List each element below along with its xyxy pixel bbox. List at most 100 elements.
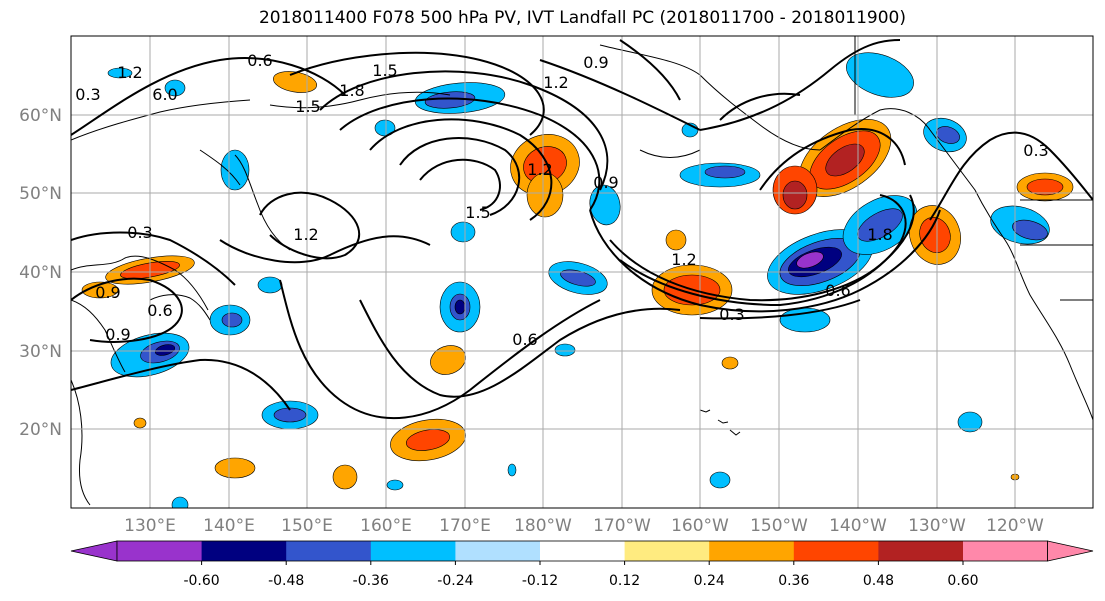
colorbar-segment bbox=[793, 541, 879, 561]
contour-label: 0.6 bbox=[147, 301, 172, 320]
gridlines bbox=[71, 36, 1093, 508]
contour-label: 0.3 bbox=[719, 305, 744, 324]
contour-label: 1.5 bbox=[295, 97, 320, 116]
contour-label: 1.8 bbox=[339, 81, 364, 100]
anomaly-patch bbox=[171, 496, 189, 508]
colorbar-segment bbox=[201, 541, 287, 561]
colorbar: -0.60 -0.48 -0.36 -0.24 -0.12 0.12 0.24 0.36 0.4… bbox=[70, 540, 1094, 589]
contour-label: 0.9 bbox=[105, 325, 130, 344]
contour-label: 0.6 bbox=[825, 281, 850, 300]
anomaly-patch bbox=[220, 149, 250, 191]
lat-label: 50°N bbox=[19, 184, 62, 204]
contour-label: 1.8 bbox=[867, 225, 892, 244]
longitude-labels: 130°E 140°E 150°E 160°E 170°E 180°W 170°W 160°W… bbox=[124, 516, 1044, 536]
anomaly-patch bbox=[332, 464, 358, 490]
colorbar-segment bbox=[709, 541, 795, 561]
colorbar-tick-label: 0.12 bbox=[609, 573, 640, 589]
anomaly-patch bbox=[430, 345, 466, 375]
anomaly-patch bbox=[507, 463, 517, 477]
contour-label: 0.9 bbox=[583, 53, 608, 72]
anomaly-patch bbox=[450, 221, 476, 243]
anomaly-patch bbox=[1026, 178, 1064, 196]
anomaly-patch bbox=[526, 172, 564, 218]
lon-label: 130°W bbox=[908, 516, 966, 536]
colorbar-segment bbox=[286, 541, 372, 561]
lon-label: 180°W bbox=[514, 516, 572, 536]
colorbar-segment bbox=[878, 541, 964, 561]
anomaly-patch bbox=[221, 312, 243, 328]
anomaly-patch bbox=[721, 356, 739, 370]
anomaly-patch bbox=[405, 429, 451, 451]
contour-label: 1.2 bbox=[671, 250, 696, 269]
anomaly-patch bbox=[704, 165, 746, 179]
anomaly-patch bbox=[454, 299, 466, 315]
colorbar-segment bbox=[963, 541, 1049, 561]
contour-label: 1.2 bbox=[527, 160, 552, 179]
contour-label: 1.2 bbox=[293, 225, 318, 244]
contour-label: 0.6 bbox=[247, 51, 272, 70]
map-frame bbox=[70, 35, 1094, 509]
latitude-labels: 60°N 50°N 40°N 30°N 20°N bbox=[19, 106, 62, 440]
lon-label: 170°E bbox=[439, 516, 491, 536]
contour-label: 1.5 bbox=[372, 61, 397, 80]
lon-label: 170°W bbox=[593, 516, 651, 536]
colorbar-segment bbox=[117, 541, 203, 561]
colorbar-extend-min bbox=[70, 540, 118, 562]
lon-label: 120°W bbox=[986, 516, 1044, 536]
anomaly-patch bbox=[554, 343, 576, 357]
colorbar-tick-label: -0.12 bbox=[522, 573, 558, 589]
anomaly-patch bbox=[796, 251, 824, 269]
colorbar-tick-label: 0.60 bbox=[947, 573, 978, 589]
colorbar-segment bbox=[370, 541, 456, 561]
anomaly-patch bbox=[709, 471, 731, 489]
contour-label: 1.2 bbox=[543, 73, 568, 92]
colorbar-outline bbox=[116, 540, 1048, 562]
colorbar-tick-label: 0.24 bbox=[694, 573, 725, 589]
colorbar-extend-max bbox=[1047, 540, 1094, 562]
colorbar-tick-label: 0.36 bbox=[778, 573, 809, 589]
anomaly-patch bbox=[257, 276, 283, 294]
anomaly-patch bbox=[273, 407, 307, 423]
lon-label: 140°W bbox=[829, 516, 887, 536]
lon-label: 130°E bbox=[124, 516, 176, 536]
anomaly-patch bbox=[782, 180, 808, 210]
anomaly-patch bbox=[81, 281, 119, 299]
colorbar-tick-label: -0.48 bbox=[268, 573, 304, 589]
anomaly-patch bbox=[919, 217, 951, 253]
contour-label: 1.5 bbox=[465, 203, 490, 222]
anomaly-patch bbox=[164, 79, 186, 97]
lon-label: 150°W bbox=[750, 516, 808, 536]
anomaly-patch bbox=[154, 344, 176, 356]
colorbar-tick-label: -0.60 bbox=[183, 573, 219, 589]
anomaly-patch bbox=[107, 67, 133, 79]
colorbar-segment bbox=[540, 541, 626, 561]
contour-label: 0.3 bbox=[127, 223, 152, 242]
anomaly-patch bbox=[846, 52, 914, 98]
contour-label: 0.6 bbox=[512, 330, 537, 349]
colorbar-tick-label: 0.48 bbox=[863, 573, 894, 589]
colorbar-tick-label: -0.36 bbox=[353, 573, 389, 589]
lat-label: 40°N bbox=[19, 263, 62, 283]
anomaly-patch bbox=[779, 307, 831, 333]
map-title: 2018011400 F078 500 hPa PV, IVT Landfall… bbox=[258, 8, 906, 28]
colorbar-segment bbox=[624, 541, 710, 561]
anomaly-patch bbox=[957, 411, 983, 433]
anomaly-patch bbox=[214, 457, 256, 479]
contour-label: 0.9 bbox=[95, 283, 120, 302]
lat-label: 20°N bbox=[19, 420, 62, 440]
contour-label: 6.0 bbox=[152, 85, 177, 104]
lon-label: 140°E bbox=[203, 516, 255, 536]
colorbar-segment bbox=[455, 541, 541, 561]
contour-label: 0.3 bbox=[75, 85, 100, 104]
lon-label: 160°W bbox=[671, 516, 729, 536]
anomaly-patch bbox=[560, 269, 596, 287]
pv-contours bbox=[71, 39, 1093, 420]
lon-label: 150°E bbox=[281, 516, 333, 536]
anomaly-patch bbox=[825, 143, 865, 177]
contour-label: 0.9 bbox=[593, 173, 618, 192]
anomaly-patch bbox=[665, 229, 687, 251]
anomaly-patch bbox=[1012, 219, 1048, 241]
contour-label: 0.3 bbox=[1023, 141, 1048, 160]
contour-labels: 0.6 1.5 1.8 1.5 0.9 1.2 6.0 1.2 0.3 1.2 1.5 0.9 0.9 1… bbox=[75, 51, 1048, 349]
lon-label: 160°E bbox=[360, 516, 412, 536]
